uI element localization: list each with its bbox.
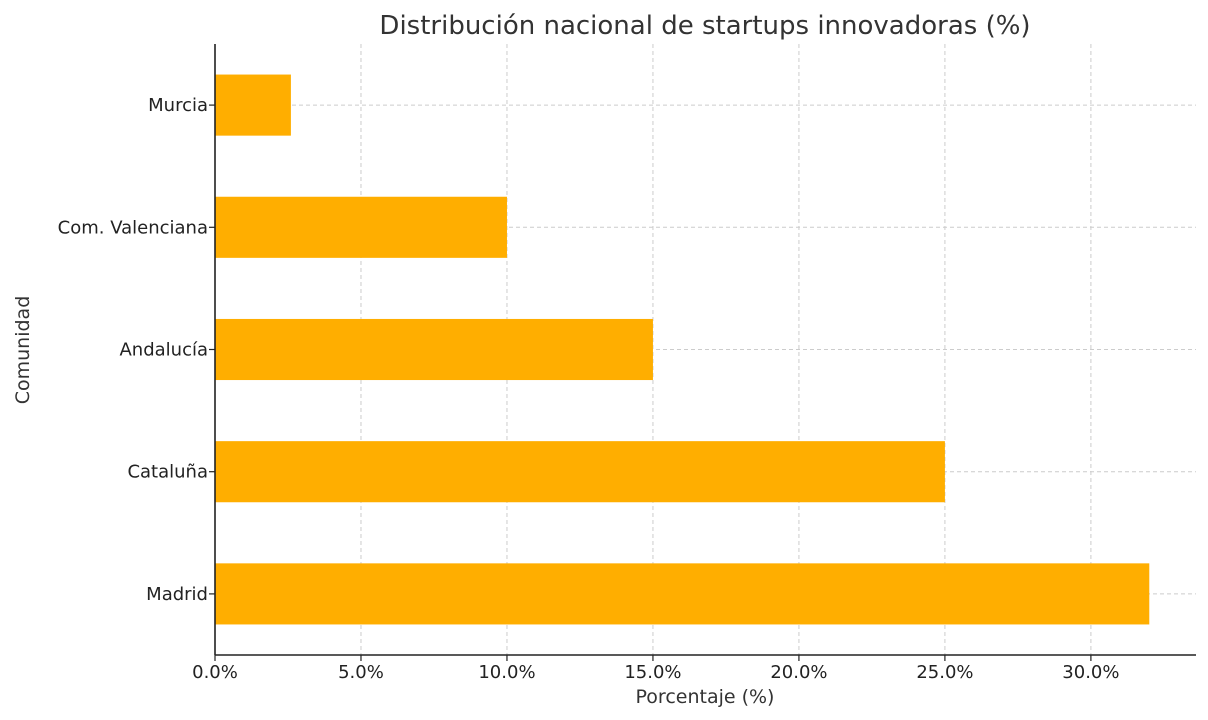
y-tick-label: Murcia — [148, 95, 208, 116]
x-tick-label: 25.0% — [916, 662, 973, 683]
chart-title: Distribución nacional de startups innova… — [379, 11, 1030, 41]
x-tick-label: 15.0% — [624, 662, 681, 683]
bars — [215, 74, 1150, 625]
y-tick-label: Cataluña — [127, 462, 208, 483]
x-tick-label: 10.0% — [478, 662, 535, 683]
x-tick-label: 20.0% — [770, 662, 827, 683]
x-tick-label: 30.0% — [1062, 662, 1119, 683]
x-axis-label: Porcentaje (%) — [636, 686, 775, 708]
bar — [215, 74, 291, 136]
bar — [215, 441, 945, 503]
bar — [215, 563, 1150, 625]
y-tick-label: Com. Valenciana — [58, 217, 208, 238]
x-tick-label: 0.0% — [192, 662, 238, 683]
x-tick-labels: 0.0% 5.0% 10.0% 15.0% 20.0% 25.0% 30.0% — [192, 662, 1119, 683]
x-tick-label: 5.0% — [338, 662, 384, 683]
y-tick-label: Andalucía — [119, 340, 208, 361]
y-axis-label: Comunidad — [12, 296, 34, 405]
bar — [215, 318, 653, 381]
bar — [215, 196, 507, 258]
y-tick-labels: Madrid Cataluña Andalucía Com. Valenciana Mu… — [58, 95, 208, 605]
axes — [209, 44, 1196, 661]
y-tick-label: Madrid — [146, 584, 208, 605]
